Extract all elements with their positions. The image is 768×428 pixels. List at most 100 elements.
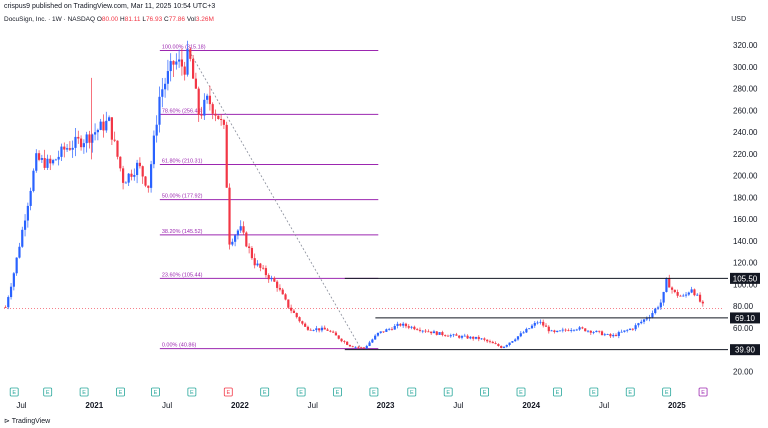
candle-body (236, 230, 240, 236)
earnings-marker-label: E (701, 390, 705, 396)
ohlc-volume-label: Vol (186, 16, 196, 23)
candle-body (290, 307, 293, 311)
earnings-marker-label: E (628, 390, 632, 396)
earnings-marker-label: E (336, 390, 340, 396)
candle-body (175, 61, 178, 65)
candle-body (693, 289, 696, 296)
candle-body (480, 338, 483, 340)
candle-body (152, 135, 155, 165)
candle-body (528, 328, 531, 330)
candle-body (15, 257, 18, 274)
tradingview-logo[interactable]: ⊳ TradingView (4, 418, 51, 425)
candle-body (460, 336, 464, 338)
candle-body (4, 307, 7, 308)
candle-body (673, 289, 676, 293)
candle-body (402, 323, 405, 326)
candle-body (192, 58, 195, 79)
candle-body (491, 341, 494, 344)
candle-body (242, 226, 245, 233)
candle-body (79, 138, 83, 148)
candle-body (301, 321, 304, 324)
candle-body (40, 158, 43, 160)
currency-label: USD (731, 16, 746, 23)
candle-body (208, 95, 212, 105)
candle-body (634, 325, 637, 330)
candle-body (141, 166, 144, 177)
candle-body (186, 49, 189, 75)
earnings-marker-label: E (372, 390, 376, 396)
candle-body (312, 330, 315, 331)
publisher-line: crispus9 published on TradingView.com, M… (4, 3, 216, 10)
level-price-label: 105.50 (733, 274, 758, 283)
earnings-marker-label: E (226, 390, 230, 396)
candle-body (77, 136, 80, 139)
x-tick-label: 2025 (668, 401, 686, 410)
candle-body (449, 335, 452, 337)
candle-body (558, 330, 562, 332)
candle-body (267, 275, 270, 280)
candle-body (63, 146, 66, 150)
candle-body (466, 335, 469, 339)
tradingview-icon: ⊳ (4, 418, 12, 425)
candle-body (539, 321, 542, 323)
candle-body (544, 325, 548, 327)
earnings-marker-label: E (299, 390, 303, 396)
candle-body (127, 173, 130, 183)
candle-body (340, 338, 343, 342)
candle-body (264, 268, 268, 276)
candle-body (676, 292, 679, 296)
candle-body (446, 335, 450, 337)
earnings-marker-label: E (190, 390, 194, 396)
candle-body (393, 325, 396, 330)
candle-body (368, 342, 371, 346)
candle-body (508, 342, 511, 346)
candle-body (396, 323, 399, 326)
earnings-marker (589, 387, 599, 397)
fib-level-label: 23.60% (105.44) (162, 272, 203, 278)
candle-body (228, 187, 231, 245)
candle-body (163, 83, 167, 90)
candle-body (256, 263, 259, 266)
candle-body (474, 336, 478, 339)
ohlc-high-label: H (120, 16, 125, 23)
y-tick-label: 180.00 (733, 193, 758, 202)
candle-body (121, 168, 125, 183)
candle-body (9, 286, 13, 298)
y-tick-label: 120.00 (733, 259, 758, 268)
level-price-tag (730, 272, 760, 284)
candle-body (421, 330, 424, 332)
candle-body (581, 327, 584, 329)
candle-body (133, 174, 136, 177)
candle-body (488, 341, 492, 343)
candle-body (614, 334, 618, 336)
candle-body (374, 335, 377, 340)
candle-body (424, 330, 427, 332)
candle-body (281, 289, 284, 295)
symbol-name[interactable]: DocuSign, Inc. · 1W · NASDAQ (4, 16, 96, 23)
candle-body (68, 148, 71, 150)
candle-body (91, 134, 94, 143)
candle-body (357, 346, 360, 348)
y-tick-label: 260.00 (733, 106, 758, 115)
candle-body (494, 343, 497, 345)
candle-body (295, 312, 298, 318)
candle-body (116, 140, 119, 157)
candle-body (332, 331, 335, 333)
earnings-marker (223, 387, 233, 397)
candle-body (231, 241, 234, 245)
y-tick-label: 140.00 (733, 237, 758, 246)
candle-body (309, 329, 312, 331)
candle-body (259, 263, 262, 268)
candle-body (684, 294, 688, 296)
symbol-ohlc-line: DocuSign, Inc. · 1W · NASDAQ O80.00 H81.… (4, 16, 214, 23)
earnings-marker (369, 387, 379, 397)
candle-body (88, 134, 91, 143)
earnings-marker-label: E (154, 390, 158, 396)
candle-body (432, 331, 436, 334)
candle-body (348, 344, 352, 347)
fib-level-label: 38.20% (145.52) (162, 229, 203, 235)
candle-body (469, 336, 472, 339)
candle-body (354, 346, 357, 348)
earnings-marker (553, 387, 562, 397)
